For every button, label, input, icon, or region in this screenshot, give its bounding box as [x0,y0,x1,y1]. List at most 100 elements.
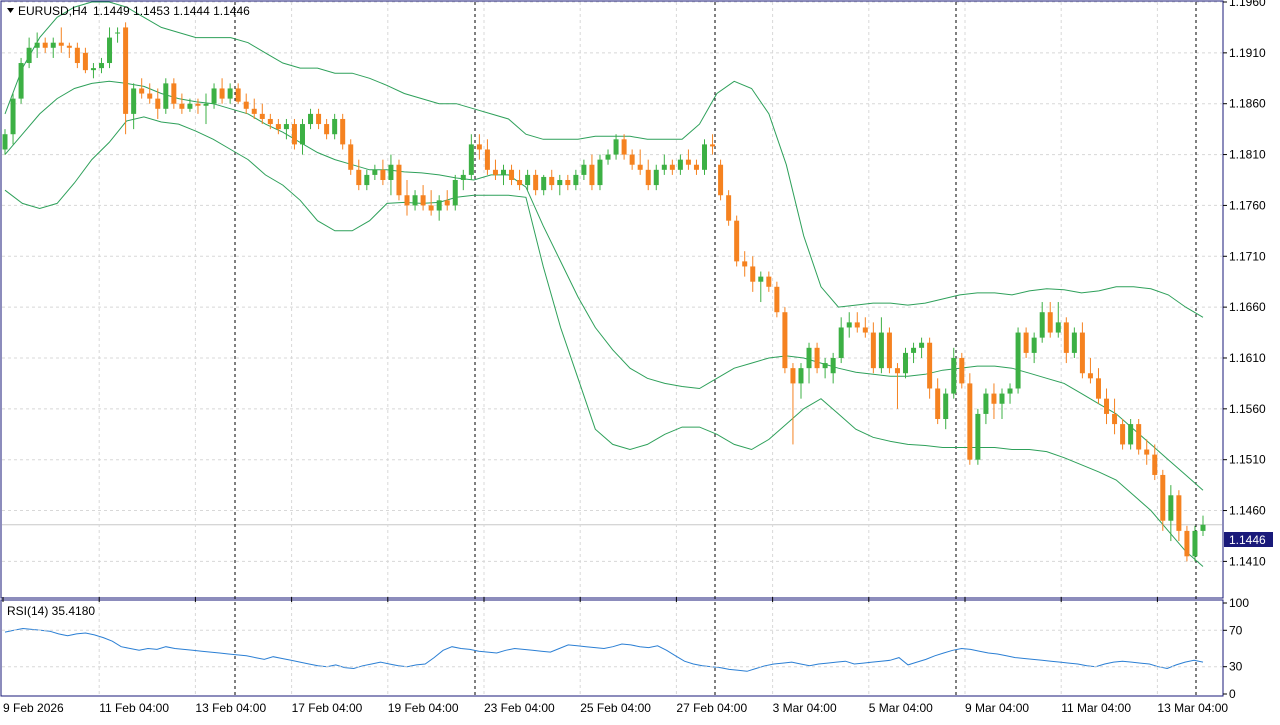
price-tick-label: 1.1860 [1229,97,1266,111]
dropdown-triangle-icon[interactable] [7,8,14,13]
candle-bull [798,368,804,384]
candle-bull [436,200,442,211]
band-upper [4,1,1204,318]
candle-bull [525,174,531,186]
time-tick-label: 11 Mar 04:00 [1061,701,1131,715]
candle-bull [332,118,338,135]
candle-bear [549,176,555,186]
candle-bear [517,179,523,186]
candle-bear [854,322,860,328]
candle-bear [380,169,386,180]
candle-bear [476,144,482,150]
candle-bull [98,63,104,69]
candle-bear [710,144,716,147]
candle-bear [484,149,490,170]
candle-bear [734,220,740,262]
candle-bull [999,393,1005,404]
candle-bull [838,327,844,358]
time-axis[interactable]: 9 Feb 2026 11 Feb 04:00 13 Feb 04:00 17 Feb… [2,597,1228,715]
candle-bear [1136,424,1142,450]
candle-bear [718,164,724,196]
price-tick-label: 1.1510 [1229,453,1266,467]
candle-bull [975,413,981,460]
candle-bear [894,368,900,374]
rsi-tick-label: 0 [1229,687,1236,701]
candle-bull [830,357,836,374]
candle-bull [203,103,209,106]
price-tick-label: 1.1610 [1229,351,1266,365]
candle-bear [291,124,297,145]
candle-bear [621,139,627,155]
candle-bull [605,154,611,160]
candle-bull [412,195,418,206]
candle-bear [1047,312,1053,333]
candle-bear [814,347,820,369]
candle-bull [911,347,917,353]
candle-bear [1120,424,1126,445]
candle-bull [468,144,474,175]
candle-bull [187,103,193,109]
rsi-tick-label: 70 [1229,623,1243,637]
candle-bear [629,154,635,165]
candle-bear [259,113,265,119]
candle-bull [1031,337,1037,353]
candle-bear [492,169,498,175]
candle-bull [26,47,32,64]
candle-bull [163,83,169,109]
candle-bear [870,332,876,369]
bollinger-bands [4,1,1204,567]
rsi-label: RSI(14) 35.4180 [7,604,95,618]
candle-bull [1007,388,1013,394]
rsi-pane-frame [0,599,1224,697]
candle-bull [1055,322,1061,333]
time-tick-label: 11 Feb 04:00 [99,701,169,715]
time-tick-label: 13 Feb 04:00 [195,701,266,715]
rsi-line [4,627,1204,672]
price-axis[interactable]: 1.1960 1.1910 1.1860 1.1810 1.1760 1.1710 1.16… [1223,0,1266,568]
rsi-tick-label: 100 [1229,596,1249,610]
price-tick-label: 1.1560 [1229,402,1266,416]
candle-bear [935,388,941,420]
candle-bull [557,179,563,186]
candle-bear [637,164,643,170]
candle-bull [878,332,884,369]
price-tick-label: 1.1760 [1229,198,1266,212]
candle-bull [822,363,828,369]
candle-bull [903,352,909,374]
time-tick-label: 19 Feb 04:00 [388,701,459,715]
candle-bull [951,357,957,394]
candle-bull [283,124,289,130]
candle-bull [943,393,949,420]
candle-bull [227,88,233,99]
time-tick-label: 13 Mar 04:00 [1157,701,1228,715]
price-tick-label: 1.1810 [1229,148,1266,162]
main-pane-frame [0,0,1224,599]
time-tick-label: 23 Feb 04:00 [484,701,555,715]
candle-bull [211,88,217,104]
time-tick-label: 27 Feb 04:00 [676,701,747,715]
candle-bull [452,179,458,206]
candle-bull [107,37,113,64]
rsi-axis[interactable]: 100 70 30 0 [2,596,1249,701]
symbol-label: EURUSD,H4 [18,4,88,18]
candle-bear [179,103,185,109]
candle-bear [356,169,362,186]
price-badge-text: 1.1446 [1229,533,1266,547]
candle-bear [219,88,225,99]
candle-bear [58,42,64,46]
candle-bear [1152,454,1158,475]
candle-bull [308,113,314,125]
candle-bear [790,368,796,384]
time-tick-label: 5 Mar 04:00 [869,701,933,715]
candle-bull [90,68,96,71]
candle-bear [404,195,410,206]
candle-bull [364,174,370,186]
candle-bear [750,266,756,282]
price-tick-label: 1.1460 [1229,504,1266,518]
candle-bear [1095,378,1101,399]
candle-bear [275,124,281,130]
candle-bear [726,195,732,221]
candle-bear [42,42,48,48]
